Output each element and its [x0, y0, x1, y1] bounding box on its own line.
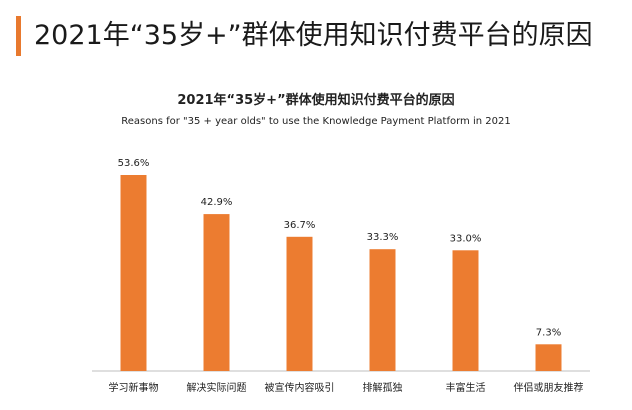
bar-5 — [535, 344, 562, 371]
bar-1 — [203, 214, 230, 371]
chart-title: 2021年“35岁+”群体使用知识付费平台的原因 — [177, 92, 454, 108]
accent-bar — [16, 16, 21, 56]
category-label-3: 排解孤独 — [363, 381, 403, 394]
page-title: 2021年“35岁+”群体使用知识付费平台的原因 — [34, 20, 593, 51]
value-label-3: 33.3% — [367, 232, 399, 243]
value-label-5: 7.3% — [536, 327, 561, 338]
bar-3 — [369, 249, 396, 371]
category-label-5: 伴侣或朋友推荐 — [514, 381, 584, 394]
value-label-1: 42.9% — [201, 197, 233, 208]
value-label-4: 33.0% — [450, 233, 482, 244]
category-label-2: 被宣传内容吸引 — [265, 381, 335, 394]
bar-2 — [286, 236, 313, 371]
bar-0 — [120, 175, 147, 371]
value-label-0: 53.6% — [118, 158, 150, 169]
category-label-4: 丰富生活 — [446, 381, 486, 394]
bar-4 — [452, 250, 479, 371]
value-label-2: 36.7% — [284, 220, 316, 231]
value-labels-group: 53.6% 42.9% 36.7% 33.3% 33.0% 7.3% — [118, 158, 562, 338]
bars-group — [120, 175, 562, 371]
chart-subtitle: Reasons for "35 + year olds" to use the … — [121, 116, 510, 127]
category-label-0: 学习新事物 — [109, 381, 159, 394]
tick-labels-group: 学习新事物 解决实际问题 被宣传内容吸引 排解孤独 丰富生活 伴侣或朋友推荐 — [109, 381, 584, 394]
category-label-1: 解决实际问题 — [187, 381, 247, 394]
